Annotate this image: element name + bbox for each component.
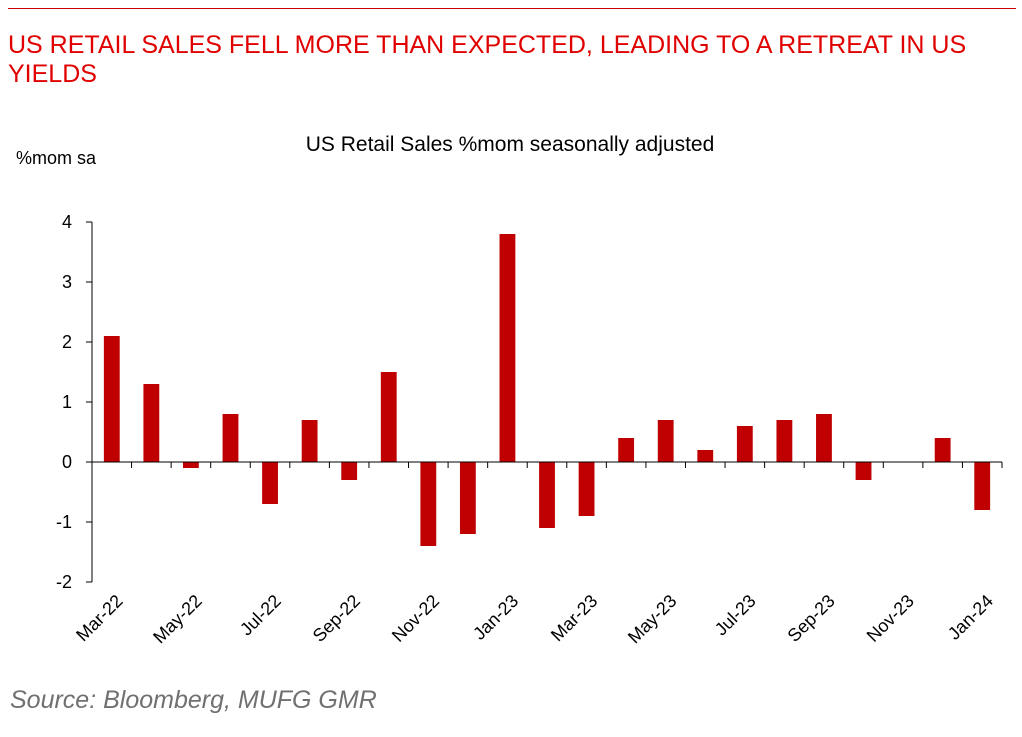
x-tick-label: Jul-23	[711, 591, 760, 640]
x-tick-label: May-22	[149, 591, 206, 648]
bar-apr-23	[618, 438, 635, 462]
bar-jun-22	[222, 414, 239, 462]
x-tick-label: Nov-22	[388, 591, 443, 646]
bar-sep-22	[341, 462, 358, 480]
x-axis: Mar-22 May-22 Jul-22 Sep-22 Nov-22 Jan-23 Mar-…	[72, 461, 1003, 648]
bar-mar-22	[103, 336, 120, 462]
y-tick-label: -1	[56, 512, 72, 532]
bar-feb-23	[539, 462, 555, 528]
bar-nov-22	[420, 462, 437, 546]
y-tick-label: 2	[62, 332, 72, 352]
bar-oct-23	[855, 462, 872, 480]
bar-jan-23	[499, 234, 516, 462]
x-tick-label: Mar-22	[72, 591, 126, 645]
bar-may-23	[657, 420, 674, 462]
chart-title: US Retail Sales %mom seasonally adjusted	[306, 133, 715, 156]
source-note: Source: Bloomberg, MUFG GMR	[10, 686, 377, 714]
bar-oct-22	[380, 372, 397, 462]
bar-dec-22	[459, 462, 476, 534]
bar-sep-23	[816, 414, 832, 462]
bar-jul-23	[736, 426, 753, 462]
x-tick-label: Jul-22	[236, 591, 285, 640]
bar-jul-22	[262, 462, 278, 504]
headline: US RETAIL SALES FELL MORE THAN EXPECTED,…	[8, 31, 967, 88]
bar-series	[103, 234, 991, 546]
x-tick-label: Sep-22	[309, 591, 364, 646]
y-tick-label: -2	[56, 572, 72, 592]
y-tick-label: 1	[62, 392, 72, 412]
bar-apr-22	[143, 384, 160, 462]
x-tick-label: May-23	[624, 591, 681, 648]
bar-dec-23	[934, 438, 951, 462]
x-tick-label: Sep-23	[784, 591, 839, 646]
y-tick-label: 0	[62, 452, 72, 472]
y-axis-unit-label: %mom sa	[16, 148, 97, 168]
top-rule	[8, 8, 1016, 9]
x-tick-label: Mar-23	[547, 591, 601, 645]
y-tick-label: 3	[62, 272, 72, 292]
bar-mar-23	[578, 462, 595, 516]
y-tick-label: 4	[62, 212, 72, 232]
x-tick-label: Jan-23	[469, 591, 522, 644]
bar-aug-23	[776, 420, 793, 462]
bar-aug-22	[301, 420, 318, 462]
bar-may-22	[183, 462, 199, 468]
x-tick-label: Jan-24	[944, 591, 997, 644]
bar-jun-23	[697, 450, 714, 462]
x-tick-label: Nov-23	[863, 591, 918, 646]
y-axis: -2 -1 0 1 2 3 4	[56, 212, 93, 592]
bar-jan-24	[974, 462, 991, 510]
